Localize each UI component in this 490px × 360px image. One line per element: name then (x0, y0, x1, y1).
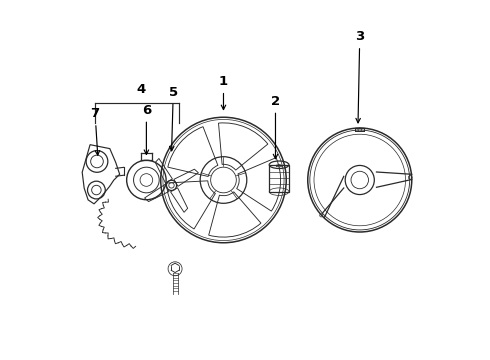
Text: 7: 7 (91, 107, 99, 155)
Text: 1: 1 (219, 75, 228, 109)
Text: 6: 6 (142, 104, 151, 154)
Bar (269, 165, 289, 192)
Text: 4: 4 (136, 83, 146, 96)
Text: 5: 5 (169, 86, 178, 151)
Text: 2: 2 (271, 95, 280, 159)
Text: 3: 3 (355, 30, 365, 123)
